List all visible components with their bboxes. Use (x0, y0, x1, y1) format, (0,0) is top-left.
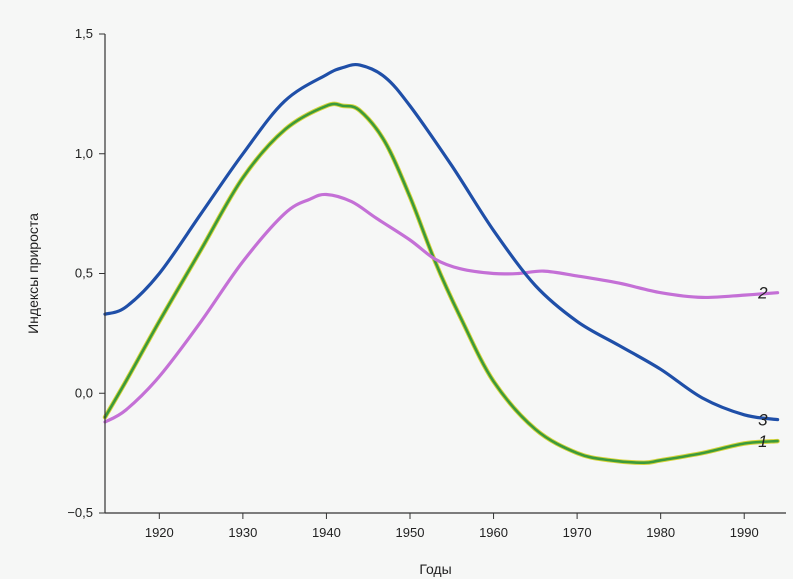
series-labels: 1 2 3 (757, 284, 768, 451)
y-tick-label: 0,5 (75, 266, 93, 281)
y-axis-title: Индексы прироста (25, 213, 41, 334)
series-2-line (103, 192, 780, 424)
series-3-line (103, 62, 780, 422)
y-tick-label: 0,0 (75, 385, 93, 400)
series-3-label: 3 (758, 411, 768, 430)
series-1-label: 1 (758, 432, 767, 451)
x-tick-label: 1940 (312, 525, 341, 540)
x-tick-label: 1980 (646, 525, 675, 540)
x-tick-label: 1930 (228, 525, 257, 540)
y-tick-label: −0,5 (67, 505, 93, 520)
x-tick-label: 1920 (145, 525, 174, 540)
series-1-line-halo (102, 101, 780, 465)
x-tick-label: 1960 (479, 525, 508, 540)
x-tick-label: 1950 (396, 525, 425, 540)
y-tick-label: 1,0 (75, 146, 93, 161)
series-1-line (103, 102, 779, 464)
y-tick-label: 1,5 (75, 26, 93, 41)
ticks: −0,5 0,0 0,5 1,0 1,5 1920 1930 1940 1950 1960 1970… (67, 26, 758, 540)
x-axis-title: Годы (419, 561, 451, 577)
axes (104, 34, 786, 514)
x-tick-label: 1970 (563, 525, 592, 540)
series-layer (102, 62, 780, 465)
series-2-label: 2 (757, 284, 768, 303)
x-tick-label: 1990 (730, 525, 759, 540)
